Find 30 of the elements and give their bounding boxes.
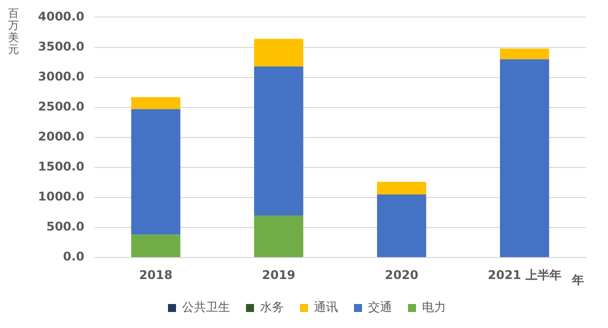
- legend-label: 电力: [422, 300, 446, 314]
- legend-label: 通讯: [314, 300, 338, 314]
- y-tick-label: 2500.0: [38, 99, 84, 114]
- y-tick-label: 4000.0: [38, 9, 84, 24]
- bar: [500, 59, 550, 258]
- x-tick-label: 2021 上半年: [488, 268, 562, 282]
- y-tick-label: 2000.0: [38, 130, 84, 144]
- x-tick-label: 2020: [384, 268, 418, 282]
- bar: [254, 216, 304, 258]
- bar: [500, 48, 550, 60]
- x-tick-label: 2018: [139, 268, 172, 282]
- y-axis-title: 百万美元: [8, 7, 20, 56]
- x-tick-label: 2019: [262, 268, 296, 282]
- y-tick-label: 3500.0: [38, 39, 84, 54]
- y-tick-label: 3000.0: [38, 69, 84, 84]
- y-tick-label: 500.0: [46, 220, 84, 234]
- legend-label: 水务: [260, 300, 284, 314]
- bar: [377, 182, 426, 194]
- bar: [131, 97, 180, 110]
- bar: [377, 194, 426, 258]
- bar: [254, 38, 304, 66]
- y-tick-label: 1000.0: [38, 190, 84, 204]
- legend-label: 公共卫生: [182, 300, 230, 314]
- y-tick-label: 1500.0: [38, 160, 84, 174]
- x-axis-title: 年: [572, 272, 584, 289]
- y-tick-label: 0.0: [63, 250, 84, 264]
- legend-label: 交通: [368, 300, 392, 314]
- bar: [254, 66, 304, 216]
- bar: [131, 234, 180, 258]
- bar: [131, 109, 180, 235]
